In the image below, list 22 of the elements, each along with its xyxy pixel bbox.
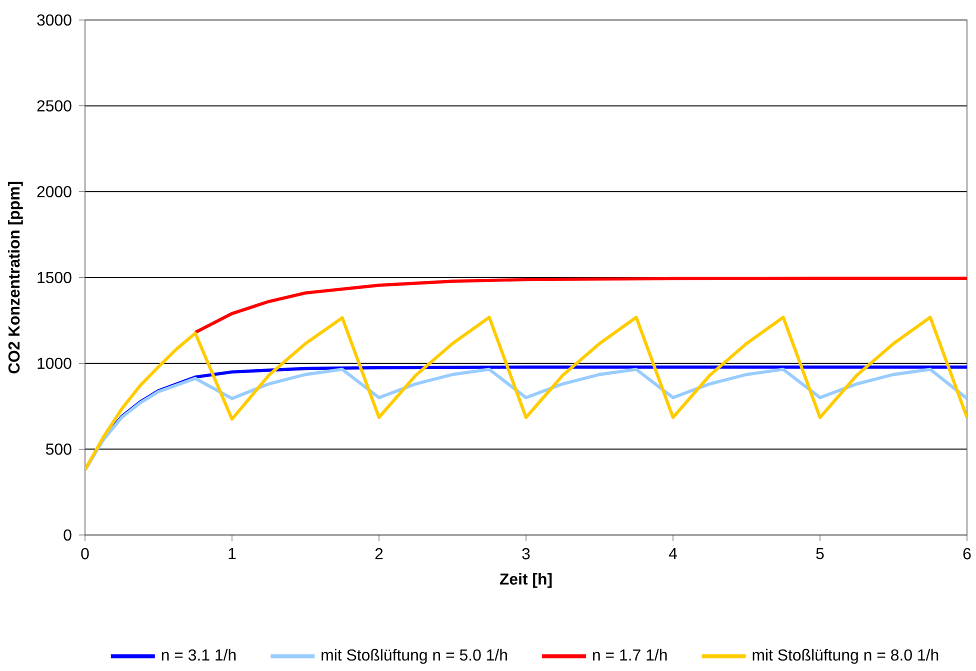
- y-tick-label: 1000: [38, 358, 72, 369]
- legend-label: mit Stoßlüftung n = 8.0 1/h: [752, 648, 938, 664]
- y-tick-label: 500: [46, 444, 72, 455]
- x-axis-title: Zeit [h]: [500, 572, 552, 588]
- x-tick-label: 3: [522, 548, 530, 560]
- x-tick-label: 1: [228, 548, 236, 560]
- line-series: [85, 316, 967, 472]
- x-tick-label: 2: [375, 548, 383, 560]
- legend-label: n = 3.1 1/h: [162, 648, 236, 661]
- legend-label: mit Stoßlüftung n = 5.0 1/h: [322, 648, 507, 664]
- y-tick-label: 3000: [37, 14, 72, 26]
- line-series: [194, 276, 967, 334]
- y-tick-label: 2500: [37, 100, 72, 112]
- y-tick-label: 1500: [38, 272, 72, 284]
- x-tick-label: 6: [963, 548, 971, 560]
- legend-label: n = 1.7 1/h: [593, 648, 667, 661]
- x-tick-label: 0: [81, 548, 89, 560]
- x-tick-label: 5: [816, 548, 824, 560]
- y-tick-label: 2000: [37, 186, 72, 198]
- y-axis-title: CO2 Konzentration [ppm]: [8, 182, 23, 374]
- y-tick-label: 0: [64, 529, 72, 541]
- x-tick-label: 4: [668, 548, 677, 560]
